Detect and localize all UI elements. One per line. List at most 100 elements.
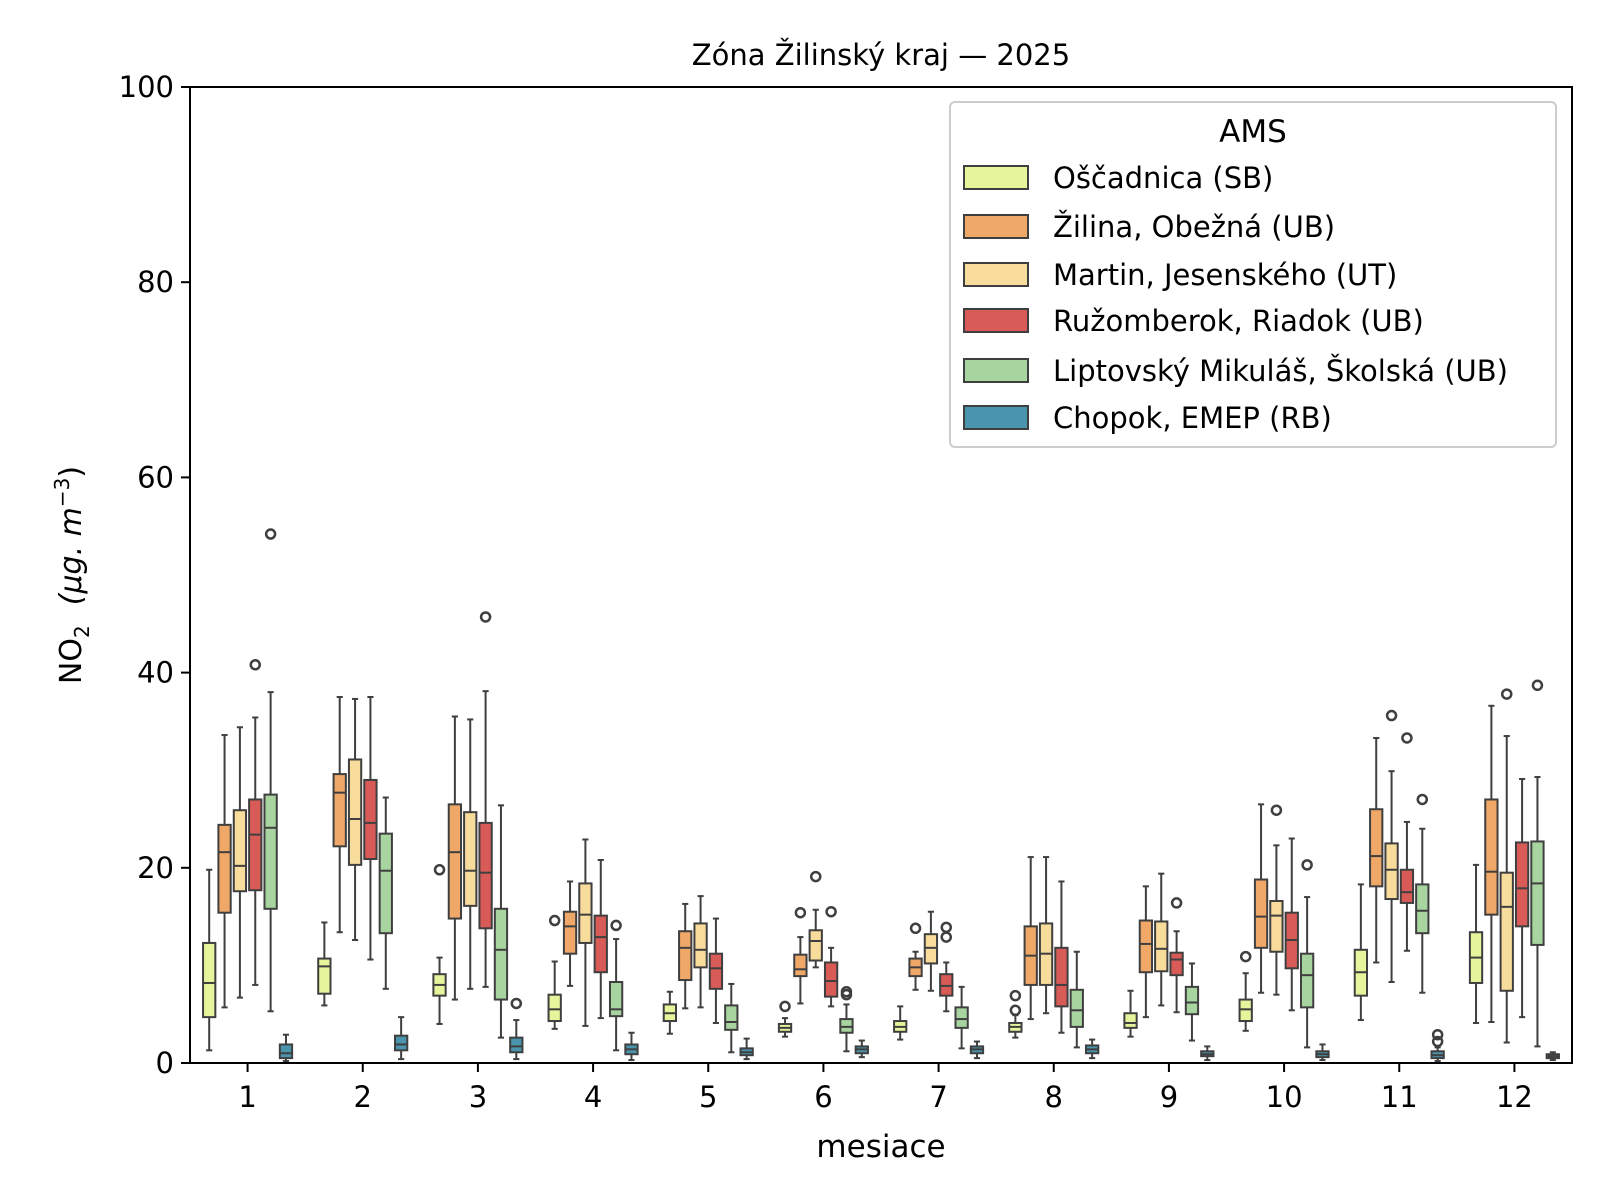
- box: [378, 832, 393, 935]
- y-axis-label-sub: 2: [70, 625, 94, 638]
- outlier-point: [1270, 804, 1283, 816]
- box: [317, 957, 332, 995]
- legend-item: Chopok, EMEP (RB): [963, 401, 1332, 435]
- legend-item: Liptovský Mikuláš, Školská (UB): [963, 354, 1508, 388]
- legend-label: Liptovský Mikuláš, Školská (UB): [1053, 354, 1508, 388]
- legend-item: Martin, Jesenského (UT): [963, 258, 1397, 292]
- outlier-point: [1500, 688, 1513, 700]
- y-tick-label: 60: [137, 460, 174, 494]
- box: [708, 952, 724, 990]
- outlier-point: [1385, 709, 1398, 722]
- box: [1369, 808, 1384, 888]
- series-3: [232, 688, 1514, 1044]
- y-axis-label: NO2 (μg. m−3): [50, 466, 94, 684]
- x-tick-label: 3: [469, 1080, 487, 1114]
- legend-item: Oščadnica (SB): [963, 161, 1273, 195]
- box: [1299, 952, 1315, 1009]
- box: [693, 922, 708, 969]
- outlier-point: [264, 528, 277, 540]
- box: [347, 758, 363, 866]
- box: [393, 1034, 409, 1052]
- outlier-point: [1301, 859, 1313, 871]
- box: [493, 907, 509, 1001]
- box: [1399, 868, 1415, 904]
- outlier-point: [548, 914, 561, 927]
- outlier-point: [940, 931, 953, 943]
- legend-item: Žilina, Obežná (UB): [963, 210, 1335, 244]
- legend-swatch: [963, 214, 1029, 239]
- outlier-point: [1431, 1035, 1444, 1048]
- outlier-point: [510, 997, 523, 1010]
- outlier-point: [1416, 793, 1429, 806]
- box: [509, 1036, 524, 1054]
- box: [263, 793, 278, 910]
- chart-title: Zóna Žilinský kraj — 2025: [692, 38, 1070, 72]
- x-tick-label: 8: [1045, 1080, 1063, 1114]
- legend-swatch: [963, 358, 1029, 383]
- series-4: [248, 611, 1530, 1034]
- box: [1054, 946, 1069, 1008]
- y-axis: 0 20 40 60 80 100: [119, 70, 190, 1080]
- outlier-point: [840, 986, 853, 998]
- box: [1484, 798, 1499, 916]
- box: [217, 823, 232, 914]
- x-tick-label: 9: [1160, 1080, 1178, 1114]
- box: [593, 914, 608, 974]
- outlier-point: [825, 905, 837, 918]
- outlier-point: [1531, 679, 1544, 692]
- legend: AMS Oščadnica (SB) Žilina, Obežná (UB) Mar…: [949, 101, 1557, 448]
- y-tick-label: 40: [137, 656, 174, 690]
- box: [823, 961, 839, 998]
- legend-label: Oščadnica (SB): [1053, 161, 1273, 195]
- x-tick-label: 5: [699, 1080, 717, 1114]
- box: [447, 803, 463, 920]
- outlier-point: [249, 659, 262, 671]
- box: [1415, 883, 1430, 935]
- legend-swatch: [963, 262, 1029, 287]
- box: [1169, 951, 1184, 977]
- outlier-point: [1009, 989, 1022, 1002]
- outlier-point: [909, 922, 922, 935]
- series-5: [263, 528, 1545, 1054]
- y-axis-label-unit: (μg. m: [54, 507, 89, 605]
- x-tick-label: 1: [238, 1080, 256, 1114]
- box: [1138, 919, 1154, 974]
- outlier-point: [1401, 732, 1413, 744]
- box: [954, 1006, 969, 1029]
- legend-title: AMS: [1219, 114, 1287, 150]
- box: [1514, 841, 1530, 928]
- box: [562, 910, 578, 955]
- outlier-point: [940, 921, 953, 934]
- legend-label: Žilina, Obežná (UB): [1053, 210, 1335, 244]
- box: [248, 798, 263, 892]
- box: [1269, 899, 1284, 953]
- legend-label: Martin, Jesenského (UT): [1053, 258, 1397, 292]
- outlier-point: [610, 919, 622, 932]
- series-2: [217, 696, 1499, 1024]
- series-6: [278, 997, 1560, 1063]
- outlier-point: [1431, 1028, 1444, 1041]
- legend-label: Chopok, EMEP (RB): [1053, 401, 1332, 435]
- y-tick-label: 20: [137, 851, 174, 885]
- legend-item: Ružomberok, Riadok (UB): [963, 304, 1424, 338]
- box: [202, 941, 217, 1019]
- box: [1530, 840, 1545, 946]
- box: [1154, 920, 1169, 973]
- box: [478, 821, 493, 930]
- legend-swatch: [963, 405, 1029, 430]
- boxes-layer: [202, 528, 1560, 1063]
- box: [1253, 878, 1269, 949]
- x-tick-label: 7: [929, 1080, 947, 1114]
- outlier-point: [1170, 897, 1183, 909]
- box: [578, 882, 593, 944]
- box: [1384, 842, 1399, 901]
- box: [547, 993, 562, 1023]
- box: [278, 1043, 294, 1060]
- x-tick-label: 4: [584, 1080, 602, 1114]
- legend-items: Oščadnica (SB) Žilina, Obežná (UB) Martin,…: [963, 161, 1508, 435]
- legend-swatch: [963, 308, 1029, 333]
- x-tick-label: 10: [1266, 1080, 1303, 1114]
- outlier-point: [479, 611, 492, 623]
